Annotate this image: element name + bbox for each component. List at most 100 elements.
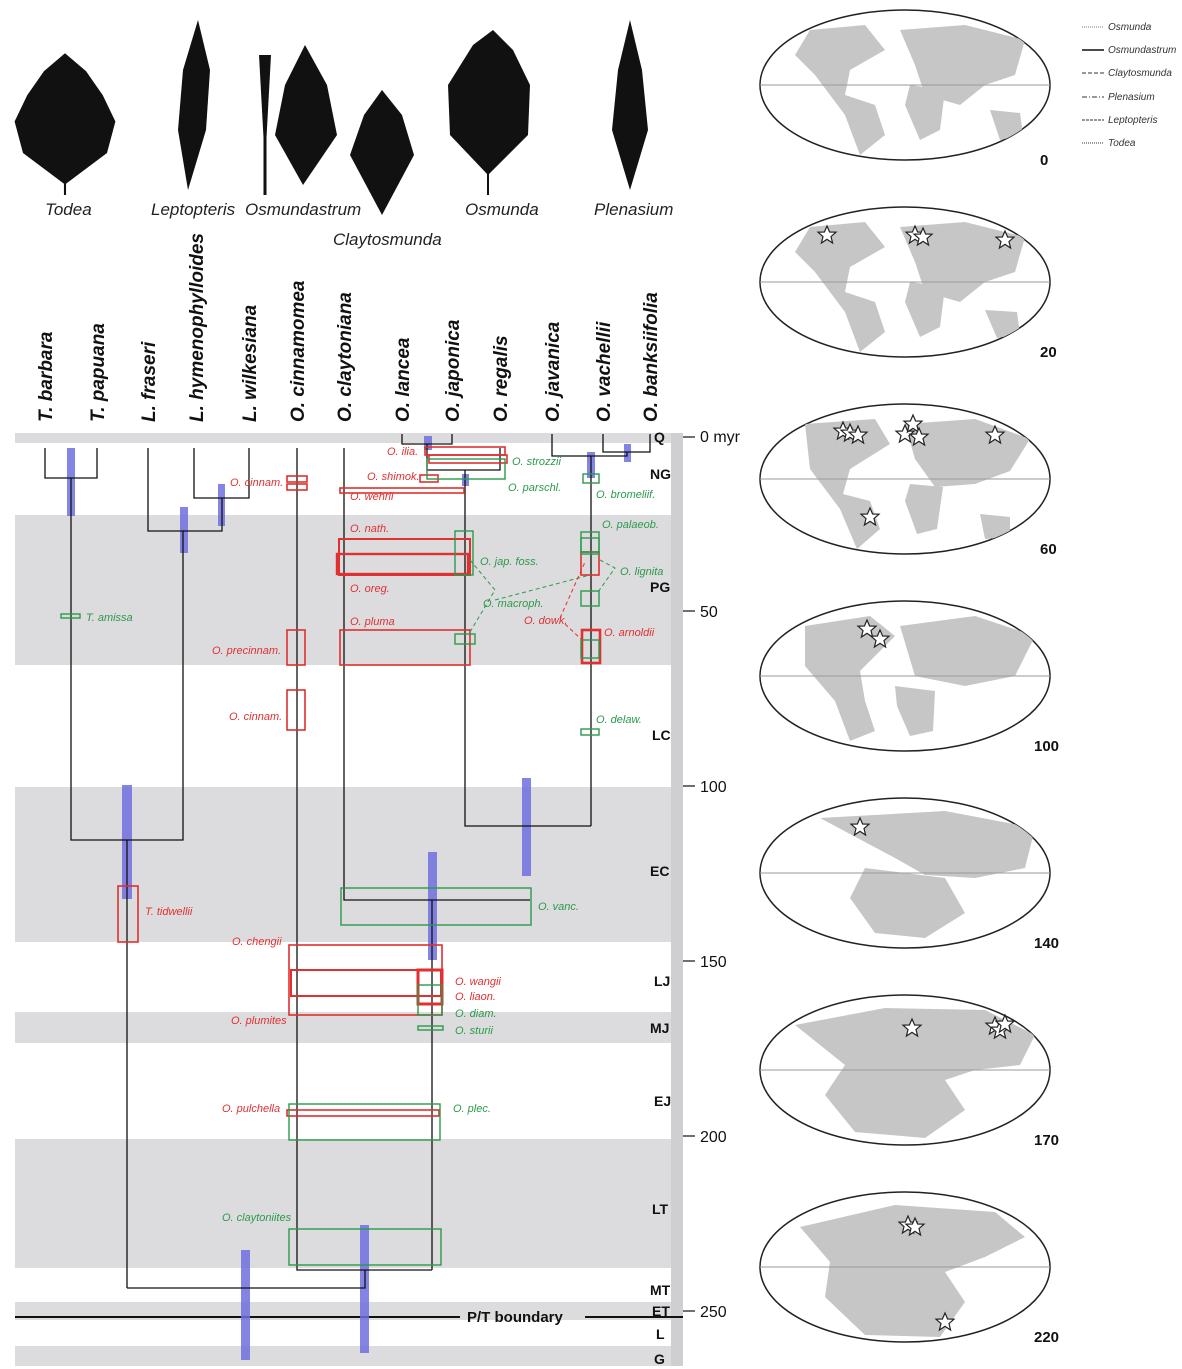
- period-ng: NG: [650, 466, 671, 482]
- map-age-labels: 0 20 60 100 140 170 220: [1034, 152, 1059, 1346]
- period-l: L: [656, 1326, 665, 1342]
- species-labels: T. barbara T. papuana L. fraseri L. hyme…: [36, 233, 662, 422]
- tick-50: 50: [700, 604, 718, 621]
- period-mt: MT: [650, 1282, 671, 1298]
- time-axis: 0 myr 50 100 150 200 250: [671, 429, 741, 1366]
- map-220: [759, 1191, 1051, 1343]
- fossil-label: O. arnoldii: [604, 627, 655, 639]
- genus-label: Todea: [45, 200, 92, 219]
- map-age: 100: [1034, 738, 1059, 755]
- fossil-label: O. cinnam.: [230, 477, 283, 489]
- genus-label: Plenasium: [594, 200, 673, 219]
- species-label: O. cinnamomea: [288, 280, 309, 422]
- band-g: [15, 1346, 683, 1366]
- tick-200: 200: [700, 1129, 727, 1146]
- band-lt: [15, 1139, 683, 1268]
- fossil-label: O. pulchella: [222, 1103, 280, 1115]
- genus-label: Osmunda: [465, 200, 539, 219]
- band-et: [15, 1302, 683, 1320]
- fossil-label: O. vanc.: [538, 901, 579, 913]
- fossil-label: O. delaw.: [596, 714, 642, 726]
- fossil-label: T. tidwellii: [145, 906, 193, 918]
- genus-labels: Todea Leptopteris Osmundastrum Claytosmu…: [45, 200, 673, 249]
- legend-label: Leptopteris: [1108, 115, 1157, 126]
- species-label: O. japonica: [443, 319, 464, 422]
- legend-label: Todea: [1108, 138, 1136, 149]
- fossil-label: O. cinnam.: [229, 711, 282, 723]
- map-age: 220: [1034, 1329, 1059, 1346]
- period-mj: MJ: [650, 1020, 669, 1036]
- fossil-label: O. plumites: [231, 1015, 287, 1027]
- fossil-label: O. parschl.: [508, 482, 561, 494]
- fossil-label: O. palaeob.: [602, 519, 659, 531]
- species-label: O. lancea: [393, 337, 414, 422]
- osmunda-frond-icon: [448, 30, 530, 195]
- fossil-label: O. pluma: [350, 616, 395, 628]
- fossil-boxes-red: [117, 446, 602, 1117]
- todea-frond-icon: [13, 52, 117, 197]
- period-lc: LC: [652, 727, 671, 743]
- legend-label: Claytosmunda: [1108, 68, 1172, 79]
- map-legend: Osmunda Osmundastrum Claytosmunda Plenas…: [1082, 22, 1176, 149]
- fossil-labels-red: O. ilia. O. shimok. O. cinnam. O. wehrii…: [145, 446, 655, 1115]
- genus-label: Leptopteris: [151, 200, 236, 219]
- axis-ruler: [671, 433, 683, 1366]
- map-age: 60: [1040, 541, 1057, 558]
- species-label: T. barbara: [36, 331, 57, 422]
- fossil-label: O. lignita: [620, 566, 663, 578]
- period-labels: Q NG PG LC EC LJ MJ EJ LT MT ET L G: [650, 429, 671, 1367]
- period-bands: [15, 433, 683, 1366]
- map-0: [759, 9, 1051, 161]
- period-q: Q: [654, 429, 665, 445]
- fossil-label: O. claytoniites: [222, 1212, 292, 1224]
- period-lt: LT: [652, 1201, 669, 1217]
- fossil-label: O. bromeliif.: [596, 489, 655, 501]
- fossil-label: O. shimok.: [367, 471, 420, 483]
- period-et: ET: [652, 1303, 670, 1319]
- fossil-label: O. macroph.: [483, 598, 544, 610]
- fossil-label: O. sturii: [455, 1025, 493, 1037]
- pt-boundary: P/T boundary: [15, 1309, 683, 1326]
- map-60: [759, 403, 1051, 555]
- species-label: L. fraseri: [139, 341, 160, 422]
- species-label: L. wilkesiana: [240, 304, 261, 422]
- species-label: O. javanica: [543, 321, 564, 422]
- fossil-label: O. oreg.: [350, 583, 390, 595]
- period-pg: PG: [650, 579, 670, 595]
- fossil-label: O. nath.: [350, 523, 389, 535]
- tick-250: 250: [700, 1304, 727, 1321]
- species-label: O. regalis: [491, 335, 512, 422]
- species-label: T. papuana: [88, 323, 109, 422]
- map-age: 140: [1034, 935, 1059, 952]
- map-age: 20: [1040, 344, 1057, 361]
- fern-silhouettes: [13, 20, 648, 215]
- fossil-label: O. precinnam.: [212, 645, 281, 657]
- fossil-label: O. wehrii: [350, 491, 394, 503]
- fossil-label: O. wangii: [455, 976, 501, 988]
- paleomaps: [759, 9, 1051, 1343]
- fossil-label: O. dowk.: [524, 615, 567, 627]
- fossil-label: O. jap. foss.: [480, 556, 539, 568]
- legend-label: Osmundastrum: [1108, 45, 1176, 56]
- fossil-label: O. plec.: [453, 1103, 491, 1115]
- map-100: [759, 600, 1051, 752]
- map-age: 0: [1040, 152, 1048, 169]
- fossil-label: O. strozzii: [512, 456, 561, 468]
- map-170: [759, 994, 1051, 1146]
- period-ej: EJ: [654, 1093, 671, 1109]
- fossil-labels-green: O. strozzii O. parschl. O. bromeliif. O.…: [86, 456, 663, 1224]
- species-label: L. hymenophylloides: [187, 233, 208, 422]
- species-label: O. vachellii: [594, 321, 615, 422]
- band-q: [15, 433, 683, 443]
- leptopteris-frond-icon: [178, 20, 210, 190]
- map-age: 170: [1034, 1132, 1059, 1149]
- genus-label: Claytosmunda: [333, 230, 442, 249]
- map-140: [759, 797, 1051, 949]
- plenasium-frond-icon: [612, 20, 648, 190]
- claytosmunda-frond-icon: [350, 90, 414, 215]
- tick-150: 150: [700, 954, 727, 971]
- fossil-label: O. ilia.: [387, 446, 418, 458]
- fossil-label: O. diam.: [455, 1008, 497, 1020]
- period-ec: EC: [650, 863, 669, 879]
